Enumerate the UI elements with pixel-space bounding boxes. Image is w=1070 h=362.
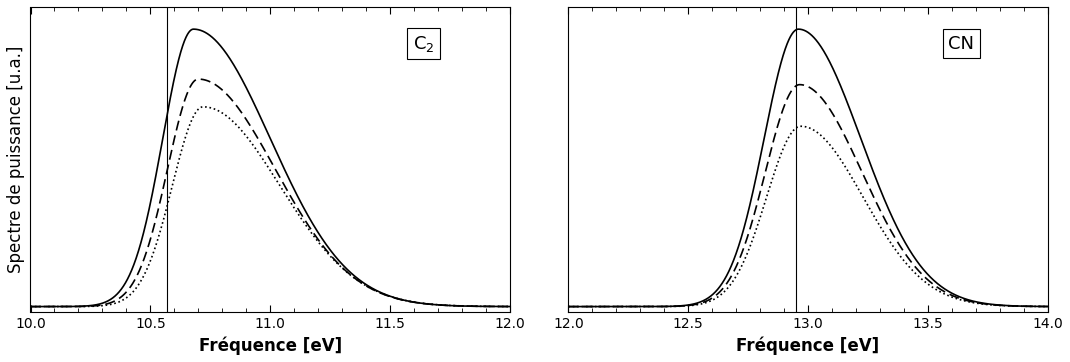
X-axis label: Fréquence [eV]: Fréquence [eV] bbox=[736, 337, 880, 355]
X-axis label: Fréquence [eV]: Fréquence [eV] bbox=[199, 337, 341, 355]
Y-axis label: Spectre de puissance [u.a.]: Spectre de puissance [u.a.] bbox=[6, 46, 25, 273]
Text: C$_2$: C$_2$ bbox=[413, 34, 434, 54]
Text: CN: CN bbox=[948, 34, 975, 52]
